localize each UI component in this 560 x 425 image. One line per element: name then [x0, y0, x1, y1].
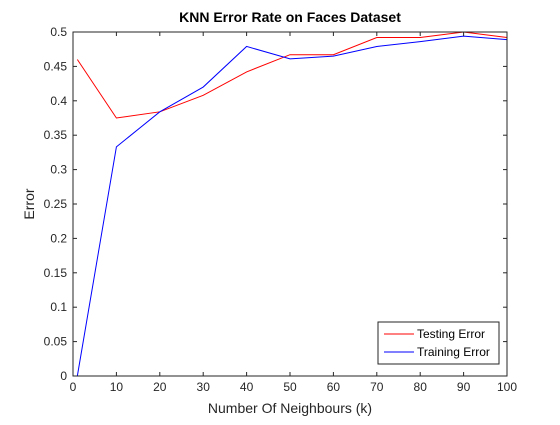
- series-layer: [76, 31, 508, 377]
- series-line-1: [76, 31, 508, 119]
- y-tick-label: 0.05: [44, 335, 68, 349]
- legend-label-2: Training Error: [417, 345, 490, 359]
- legend-box: [377, 321, 500, 365]
- x-tick-label: 40: [240, 380, 254, 394]
- y-tick-label: 0.3: [50, 163, 67, 177]
- y-tick-label: 0.45: [44, 59, 68, 73]
- x-tick-label: 50: [283, 380, 297, 394]
- x-tick-label: 60: [327, 380, 341, 394]
- legend-label-1: Testing Error: [417, 327, 485, 341]
- legend: Testing Error Training Error: [377, 321, 500, 365]
- series-line-2: [76, 35, 508, 377]
- x-tick-label: 0: [70, 380, 77, 394]
- y-tick-label: 0.5: [50, 25, 67, 39]
- x-tick-label: 100: [497, 380, 517, 394]
- x-tick-label: 10: [110, 380, 124, 394]
- y-axis-label: Error: [21, 188, 37, 219]
- y-tick-label: 0: [60, 369, 67, 383]
- y-tick-label: 0.1: [50, 300, 67, 314]
- axes-layer: 0 10 20 30 40 50 60 70 80 90 100 0 0.05 0.1 0.15 0.2 0.2…: [44, 25, 518, 394]
- x-tick-label: 70: [370, 380, 384, 394]
- y-tick-label: 0.25: [44, 197, 68, 211]
- x-axis-label: Number Of Neighbours (k): [208, 400, 372, 416]
- y-tick-label: 0.2: [50, 231, 67, 245]
- chart-title: KNN Error Rate on Faces Dataset: [179, 9, 401, 25]
- y-tick-label: 0.15: [44, 266, 68, 280]
- plot-area: [73, 32, 507, 376]
- x-tick-label: 80: [414, 380, 428, 394]
- x-tick-label: 90: [457, 380, 471, 394]
- x-tick-label: 30: [197, 380, 211, 394]
- y-tick-label: 0.4: [50, 94, 67, 108]
- x-tick-label: 20: [153, 380, 167, 394]
- y-tick-label: 0.35: [44, 128, 68, 142]
